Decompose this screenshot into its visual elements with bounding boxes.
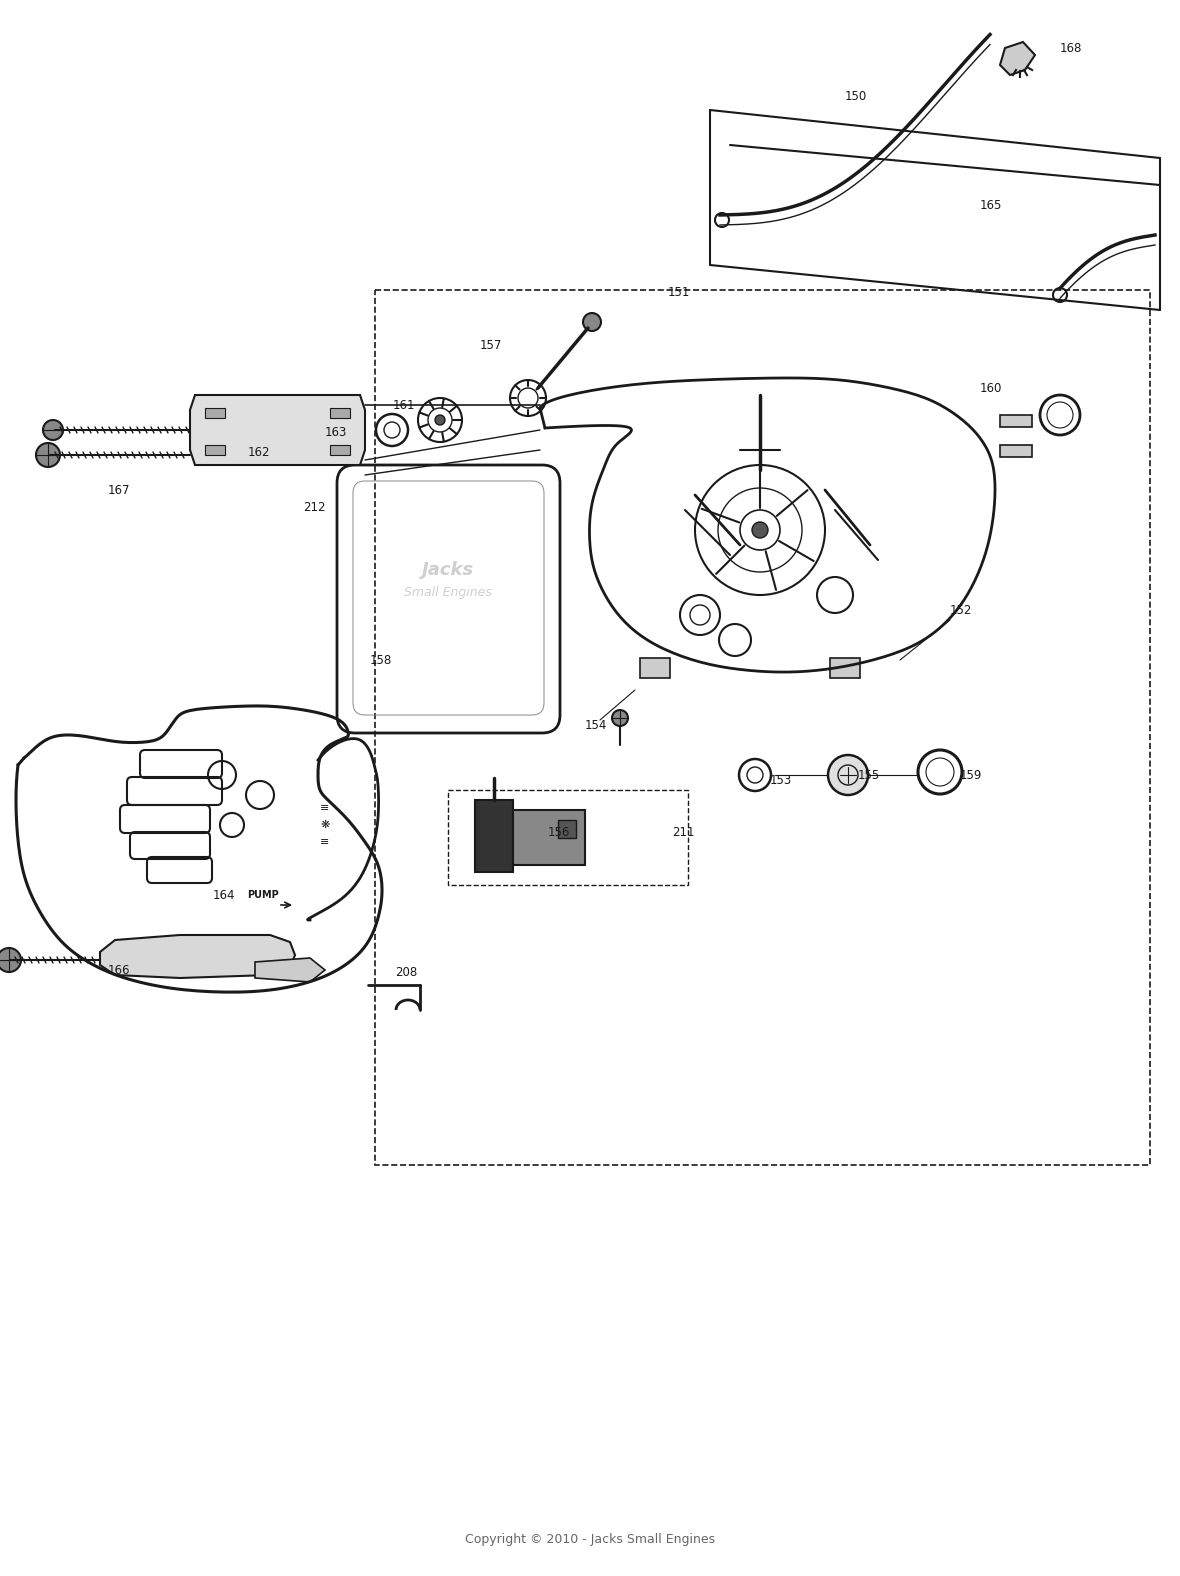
Circle shape [612,711,628,727]
Text: 212: 212 [303,501,326,514]
Text: 150: 150 [845,90,867,102]
Polygon shape [100,935,295,979]
Text: 157: 157 [480,339,503,351]
Text: Small Engines: Small Engines [404,586,492,599]
Polygon shape [255,958,324,982]
Text: 211: 211 [671,826,695,838]
Bar [375,290,1150,1165]
Polygon shape [999,43,1035,76]
Text: ≡: ≡ [320,804,329,813]
Circle shape [435,414,445,426]
Text: 161: 161 [393,399,415,411]
Text: 155: 155 [858,769,880,782]
Text: 156: 156 [548,826,570,838]
Text: 153: 153 [771,774,792,786]
Bar [640,659,670,678]
Text: 159: 159 [961,769,983,782]
Bar [205,408,225,418]
Bar [513,810,585,865]
Text: 151: 151 [668,285,690,298]
Text: PUMP: PUMP [247,890,278,900]
Polygon shape [190,396,365,465]
Text: 152: 152 [950,604,972,616]
Text: 154: 154 [585,719,608,731]
Bar [476,801,513,872]
Text: ≡: ≡ [320,837,329,846]
Text: 158: 158 [371,654,392,667]
Circle shape [0,949,21,972]
Text: 208: 208 [395,966,418,979]
Bar [448,790,688,886]
Circle shape [752,522,768,537]
Bar [999,414,1032,427]
Text: 167: 167 [109,484,131,496]
Circle shape [42,419,63,440]
Circle shape [583,314,601,331]
Text: 160: 160 [981,381,1002,394]
Text: 168: 168 [1060,41,1082,55]
Text: 166: 166 [109,963,131,977]
Text: 164: 164 [214,889,236,901]
Text: Jacks: Jacks [422,561,474,578]
Bar [999,444,1032,457]
Text: 163: 163 [324,426,347,438]
Bar [330,408,350,418]
Circle shape [37,443,60,466]
Text: 162: 162 [248,446,270,459]
Bar [205,444,225,455]
Bar [330,444,350,455]
Text: Copyright © 2010 - Jacks Small Engines: Copyright © 2010 - Jacks Small Engines [465,1533,715,1546]
Circle shape [828,755,868,794]
Text: 165: 165 [981,199,1002,211]
Text: ❋: ❋ [320,820,329,831]
Bar [558,820,576,838]
Bar [830,659,860,678]
